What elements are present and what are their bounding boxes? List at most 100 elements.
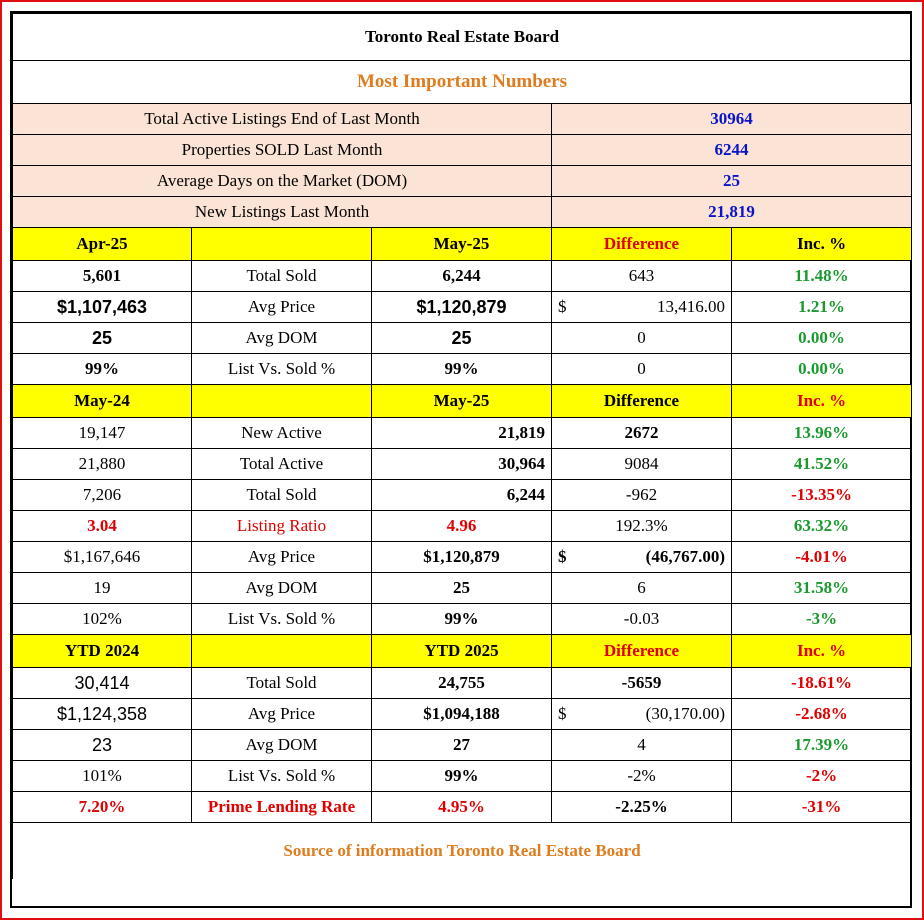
source-note: Source of information Toronto Real Estat…: [11, 822, 913, 879]
dollar-sign: $: [558, 704, 567, 723]
diff-value: (46,767.00): [645, 547, 725, 566]
inc-value: -2.68%: [730, 698, 913, 730]
diff-cell: $ (30,170.00): [551, 698, 732, 730]
section-header: May-24 May-25 Difference Inc. %: [12, 384, 913, 418]
header-curr: May-25: [371, 227, 552, 261]
prev-value: 7.20%: [12, 791, 192, 823]
diff-value: 0: [551, 353, 732, 385]
row-label: Avg DOM: [191, 572, 372, 604]
diff-value: 9084: [551, 448, 732, 480]
diff-value: 2672: [551, 417, 732, 449]
inc-value: 11.48%: [730, 260, 913, 292]
row-label: Total Active: [191, 448, 372, 480]
curr-value: 99%: [371, 603, 552, 635]
summary-value: 25: [550, 165, 913, 197]
curr-value: $1,094,188: [371, 698, 552, 730]
dollar-sign: $: [558, 297, 567, 316]
curr-value: 4.96: [371, 510, 552, 542]
prev-value: 3.04: [12, 510, 192, 542]
inc-value: -31%: [730, 791, 913, 823]
row-label: Prime Lending Rate: [191, 791, 372, 823]
table-row: 23 Avg DOM 27 4 17.39%: [12, 729, 913, 761]
prev-value: 19: [12, 572, 192, 604]
curr-value: 24,755: [371, 667, 552, 699]
header-inc: Inc. %: [730, 227, 913, 261]
inc-value: -3%: [730, 603, 913, 635]
inc-value: 1.21%: [730, 291, 913, 323]
prev-value: 25: [12, 322, 192, 354]
section-header: YTD 2024 YTD 2025 Difference Inc. %: [12, 634, 913, 668]
table-row: 99% List Vs. Sold % 99% 0 0.00%: [12, 353, 913, 385]
header-diff: Difference: [551, 227, 732, 261]
prev-value: 5,601: [12, 260, 192, 292]
header-blank: [191, 227, 372, 261]
prev-value: 19,147: [12, 417, 192, 449]
row-label: Avg Price: [191, 291, 372, 323]
row-label: New Active: [191, 417, 372, 449]
header-inc: Inc. %: [730, 634, 913, 668]
inc-value: 0.00%: [730, 322, 913, 354]
table-row: 25 Avg DOM 25 0 0.00%: [12, 322, 913, 354]
section-header: Apr-25 May-25 Difference Inc. %: [12, 227, 913, 261]
diff-value: 192.3%: [551, 510, 732, 542]
prev-value: $1,124,358: [12, 698, 192, 730]
header-prev: YTD 2024: [12, 634, 192, 668]
header-prev: Apr-25: [12, 227, 192, 261]
table-row: 5,601 Total Sold 6,244 643 11.48%: [12, 260, 913, 292]
prev-value: 23: [12, 729, 192, 761]
curr-value: 4.95%: [371, 791, 552, 823]
header-prev: May-24: [12, 384, 192, 418]
row-label: List Vs. Sold %: [191, 760, 372, 792]
row-label: Avg Price: [191, 541, 372, 573]
report-table: Toronto Real Estate Board Most Important…: [11, 13, 913, 879]
prev-value: 99%: [12, 353, 192, 385]
summary-label: Total Active Listings End of Last Month: [12, 103, 552, 135]
table-row: 21,880 Total Active 30,964 9084 41.52%: [12, 448, 913, 480]
inc-value: 13.96%: [730, 417, 913, 449]
report-subtitle: Most Important Numbers: [11, 60, 913, 104]
inc-value: 41.52%: [730, 448, 913, 480]
header-blank: [191, 634, 372, 668]
table-row: 3.04 Listing Ratio 4.96 192.3% 63.32%: [12, 510, 913, 542]
inc-value: -2%: [730, 760, 913, 792]
diff-value: -962: [551, 479, 732, 511]
header-inc: Inc. %: [730, 384, 913, 418]
header-diff: Difference: [551, 634, 732, 668]
diff-value: 0: [551, 322, 732, 354]
curr-value: $1,120,879: [371, 541, 552, 573]
diff-value: (30,170.00): [645, 704, 725, 723]
prev-value: 21,880: [12, 448, 192, 480]
summary-row: Total Active Listings End of Last Month …: [12, 103, 913, 135]
prev-value: $1,167,646: [12, 541, 192, 573]
table-row: 7.20% Prime Lending Rate 4.95% -2.25% -3…: [12, 791, 913, 823]
summary-value: 6244: [550, 134, 913, 166]
summary-row: New Listings Last Month 21,819: [12, 196, 913, 228]
report-sheet: Toronto Real Estate Board Most Important…: [10, 11, 913, 908]
row-label: Listing Ratio: [191, 510, 372, 542]
prev-value: $1,107,463: [12, 291, 192, 323]
row-label: Total Sold: [191, 479, 372, 511]
inc-value: 63.32%: [730, 510, 913, 542]
prev-value: 102%: [12, 603, 192, 635]
diff-cell: $13,416.00: [551, 291, 732, 323]
inc-value: 17.39%: [730, 729, 913, 761]
row-label: Avg DOM: [191, 322, 372, 354]
curr-value: 25: [371, 322, 552, 354]
prev-value: 30,414: [12, 667, 192, 699]
row-label: List Vs. Sold %: [191, 603, 372, 635]
table-row: $1,124,358 Avg Price $1,094,188 $ (30,170…: [12, 698, 913, 730]
table-row: $1,167,646 Avg Price $1,120,879 $ (46,767…: [12, 541, 913, 573]
summary-label: Average Days on the Market (DOM): [12, 165, 552, 197]
table-row: 101% List Vs. Sold % 99% -2% -2%: [12, 760, 913, 792]
curr-value: 6,244: [371, 479, 552, 511]
inc-value: -4.01%: [730, 541, 913, 573]
curr-value: $1,120,879: [371, 291, 552, 323]
diff-value: -2%: [551, 760, 732, 792]
row-label: Total Sold: [191, 260, 372, 292]
row-label: Avg Price: [191, 698, 372, 730]
summary-value: 30964: [550, 103, 913, 135]
header-curr: May-25: [371, 384, 552, 418]
dollar-sign: $: [558, 547, 567, 566]
header-curr: YTD 2025: [371, 634, 552, 668]
